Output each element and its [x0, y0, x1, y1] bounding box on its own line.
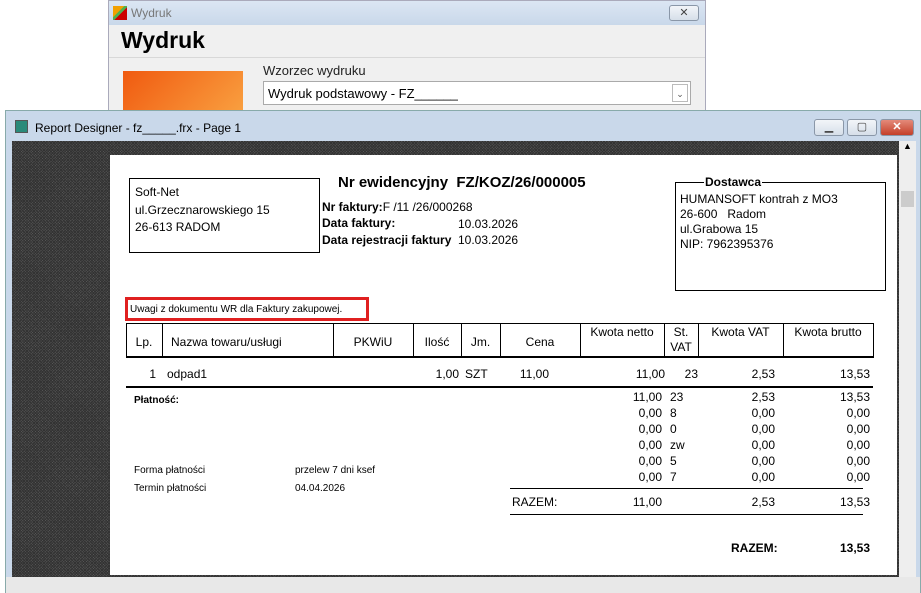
- print-dialog-titlebar: Wydruk ✕: [109, 1, 705, 25]
- column-header: Kwota VAT: [711, 325, 770, 339]
- buyer-box: [129, 178, 320, 253]
- buyer-city: 26-613 RADOM: [135, 220, 221, 234]
- column-divider: [664, 323, 665, 358]
- document-title: Nr ewidencyjny FZ/KOZ/26/000005: [338, 174, 586, 191]
- vat-summary-gross: 13,53: [839, 390, 870, 404]
- vertical-scrollbar[interactable]: ▲: [899, 141, 916, 577]
- item-net: 11,00: [635, 367, 665, 381]
- column-header: St. VAT: [670, 325, 692, 354]
- payment-due: 04.04.2026: [295, 483, 346, 494]
- print-dialog-heading: Wydruk: [121, 27, 205, 53]
- vat-summary-rate: 0: [670, 422, 677, 436]
- column-header: Nazwa towaru/usługi: [171, 335, 282, 349]
- vat-summary-net: 0,00: [638, 406, 662, 420]
- vat-summary-vat: 0,00: [751, 406, 775, 420]
- item-qty: 1,00: [435, 367, 459, 381]
- column-divider: [333, 323, 334, 358]
- vat-summary-net: 0,00: [638, 470, 662, 484]
- vat-summary-gross: 0,00: [846, 422, 870, 436]
- column-header: Kwota netto: [590, 325, 654, 339]
- vat-summary-net: 11,00: [632, 390, 662, 404]
- column-divider: [698, 323, 699, 358]
- minimize-button[interactable]: ▁: [814, 119, 844, 136]
- vat-summary-net: 0,00: [638, 454, 662, 468]
- grand-total-label: RAZEM:: [731, 541, 778, 555]
- vat-summary-gross: 0,00: [846, 470, 870, 484]
- buyer-street: ul.Grzecznarowskiego 15: [135, 203, 270, 217]
- total-gross: 13,53: [839, 495, 870, 509]
- column-divider: [580, 323, 581, 358]
- item-rate: 23: [684, 367, 698, 381]
- document-number: FZ/KOZ/26/000005: [456, 174, 586, 191]
- invoice-number: F /11 /26/000268: [382, 200, 473, 214]
- supplier-label: Dostawca: [704, 175, 763, 189]
- designer-icon: [15, 120, 28, 133]
- scrollbar-thumb[interactable]: [901, 191, 914, 207]
- registration-date: 10.03.2026: [458, 233, 519, 247]
- column-divider: [500, 323, 501, 358]
- total-label: RAZEM:: [512, 495, 558, 509]
- total-net: 11,00: [632, 495, 662, 509]
- printer-image: [123, 71, 243, 113]
- column-divider: [783, 323, 784, 358]
- vat-summary-net: 0,00: [638, 422, 662, 436]
- item-name: odpad1: [167, 367, 208, 381]
- supplier-box: [675, 182, 886, 291]
- column-header: Jm.: [470, 335, 491, 349]
- vat-summary-gross: 0,00: [846, 406, 870, 420]
- chevron-down-icon[interactable]: ⌄: [672, 84, 688, 102]
- template-select[interactable]: Wydruk podstawowy - FZ______ ⌄: [263, 81, 691, 105]
- vat-summary-rate: 8: [670, 406, 677, 420]
- vat-summary-rate: 23: [670, 390, 684, 404]
- column-header: PKWiU: [353, 335, 393, 349]
- remarks-highlight: [125, 297, 369, 321]
- vat-summary-vat: 0,00: [751, 422, 775, 436]
- item-lp: 1: [149, 367, 156, 381]
- buyer-name: Soft-Net: [135, 185, 180, 199]
- column-header: Cena: [525, 335, 555, 349]
- invoice-date: 10.03.2026: [458, 217, 519, 231]
- item-price: 11,00: [519, 367, 549, 381]
- remarks: Uwagi z dokumentu WR dla Faktury zakupow…: [130, 304, 343, 315]
- item-vat: 2,53: [751, 367, 775, 381]
- payment-form: przelew 7 dni ksef: [295, 465, 376, 476]
- maximize-button[interactable]: ▢: [847, 119, 877, 136]
- vat-summary-gross: 0,00: [846, 454, 870, 468]
- column-divider: [461, 323, 462, 358]
- print-dialog-title: Wydruk: [131, 6, 172, 20]
- item-gross: 13,53: [839, 367, 870, 381]
- vat-summary-vat: 0,00: [751, 454, 775, 468]
- total-vat: 2,53: [751, 495, 775, 509]
- vat-summary-gross: 0,00: [846, 438, 870, 452]
- column-header: Kwota brutto: [794, 325, 862, 339]
- close-button[interactable]: ✕: [880, 119, 914, 136]
- vat-summary-rate: 7: [670, 470, 677, 484]
- close-button[interactable]: ✕: [669, 5, 699, 21]
- column-header: Ilość: [424, 335, 450, 349]
- designer-title: Report Designer - fz_____.frx - Page 1: [35, 121, 242, 135]
- template-group-label: Wzorzec wydruku: [263, 63, 366, 78]
- print-dialog: Wydruk ✕ Wydruk Wzorzec wydruku Wydruk p…: [108, 0, 706, 113]
- vat-summary-net: 0,00: [638, 438, 662, 452]
- app-icon: [113, 6, 127, 20]
- vat-summary-vat: 2,53: [751, 390, 775, 404]
- column-divider: [162, 323, 163, 358]
- grand-total: 13,53: [839, 541, 870, 555]
- column-divider: [413, 323, 414, 358]
- vat-summary-rate: zw: [670, 438, 685, 452]
- vat-summary-rate: 5: [670, 454, 677, 468]
- column-header: Lp.: [135, 335, 153, 349]
- vat-summary-vat: 0,00: [751, 470, 775, 484]
- vat-summary-vat: 0,00: [751, 438, 775, 452]
- payment-label: Płatność:: [134, 395, 180, 406]
- report-page: [110, 155, 897, 575]
- item-unit: SZT: [465, 367, 488, 381]
